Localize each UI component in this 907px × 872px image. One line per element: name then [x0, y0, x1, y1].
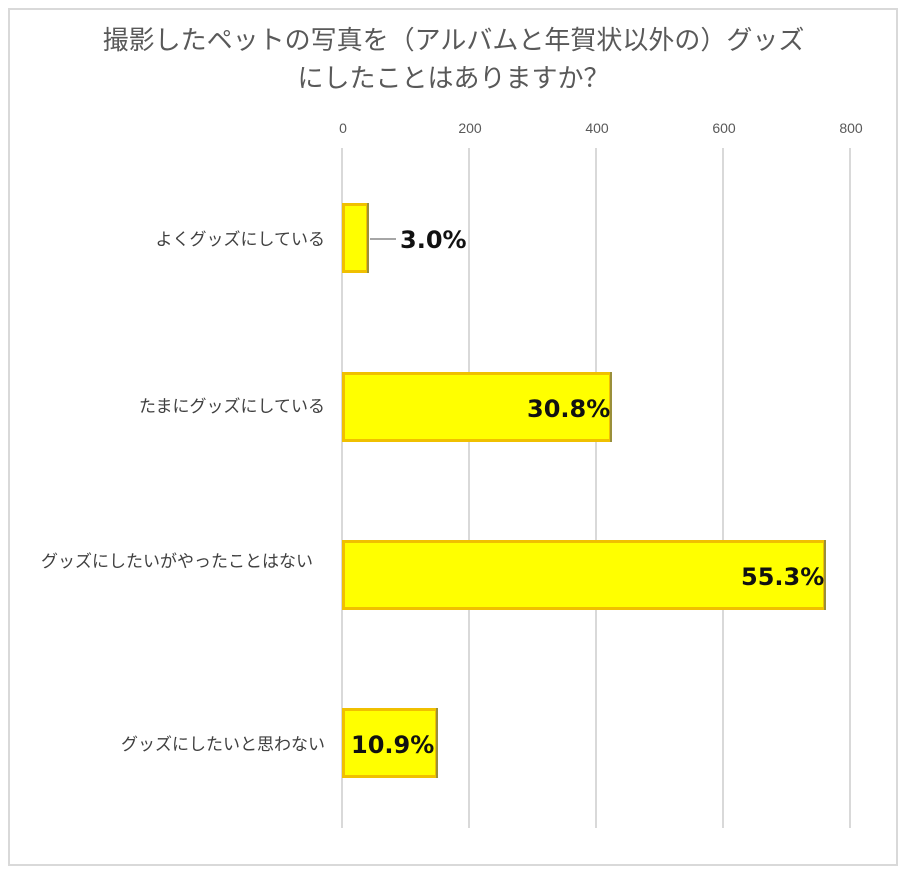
bar-dont-want	[342, 708, 438, 778]
category-label-1: よくグッズにしている	[155, 230, 326, 250]
title-line-1: 撮影したペットの写真を（アルバムと年賀状以外の）グッズ	[102, 26, 805, 56]
gridline-800	[849, 148, 851, 828]
data-label-want-but-never: 55.3%	[741, 563, 825, 591]
data-label-sometimes: 30.8%	[527, 395, 611, 423]
gridline-600	[722, 148, 724, 828]
title-line-2: にしたことはありますか？	[297, 64, 610, 94]
gridline-0	[341, 148, 343, 828]
x-tick-200: 200	[458, 120, 482, 136]
category-label-4: グッズにしたいと思わない	[121, 735, 325, 755]
chart-frame	[8, 8, 898, 866]
chart-title: 撮影したペットの写真を（アルバムと年賀状以外の）グッズ にしたことはありますか？	[0, 22, 907, 98]
x-tick-800: 800	[839, 120, 863, 136]
gridline-400	[595, 148, 597, 828]
x-tick-600: 600	[712, 120, 736, 136]
data-label-dont-want: 10.9%	[351, 731, 435, 759]
gridline-200	[468, 148, 470, 828]
bar-sometimes	[342, 372, 612, 442]
bar-often	[342, 203, 369, 273]
data-label-leader	[370, 238, 396, 240]
category-label-2: たまにグッズにしている	[139, 397, 325, 417]
data-label-often: 3.0%	[400, 226, 467, 254]
category-label-3: グッズにしたいがやったことはない	[41, 552, 313, 572]
x-tick-0: 0	[339, 120, 347, 136]
x-tick-400: 400	[585, 120, 609, 136]
bar-want-but-never	[342, 540, 826, 610]
